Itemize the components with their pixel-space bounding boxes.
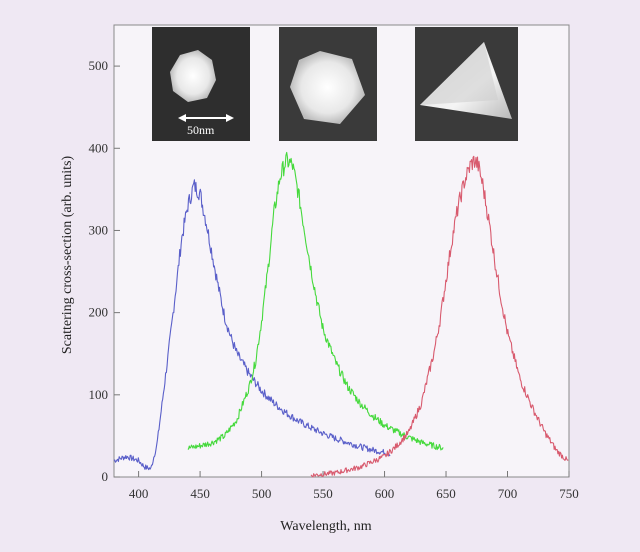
inset-sphere-image: 50nm [152, 27, 250, 141]
series-layer [113, 151, 569, 478]
y-tick-label: 100 [89, 387, 109, 402]
x-tick-label: 550 [313, 486, 333, 501]
series-line-3 [310, 155, 569, 478]
inset-triangle-image [415, 27, 518, 141]
scale-bar-label: 50nm [187, 123, 215, 137]
x-tick-label: 500 [252, 486, 272, 501]
y-tick-label: 500 [89, 58, 109, 73]
y-axis-label: Scattering cross-section (arb. units) [60, 156, 75, 355]
inset-pentagon-image [279, 27, 377, 141]
x-tick-label: 650 [436, 486, 456, 501]
x-tick-label: 450 [190, 486, 210, 501]
y-axis-ticks: 0 100 200 300 400 500 [89, 58, 120, 484]
y-tick-label: 300 [89, 222, 109, 237]
x-tick-label: 700 [498, 486, 518, 501]
y-tick-label: 0 [102, 469, 109, 484]
series-line-2 [187, 151, 444, 451]
x-tick-label: 750 [559, 486, 579, 501]
x-tick-label: 400 [129, 486, 149, 501]
x-tick-label: 600 [375, 486, 395, 501]
y-tick-label: 200 [89, 305, 109, 320]
series-line-1 [113, 179, 391, 471]
x-axis-label: Wavelength, nm [280, 519, 372, 534]
y-tick-label: 400 [89, 140, 109, 155]
